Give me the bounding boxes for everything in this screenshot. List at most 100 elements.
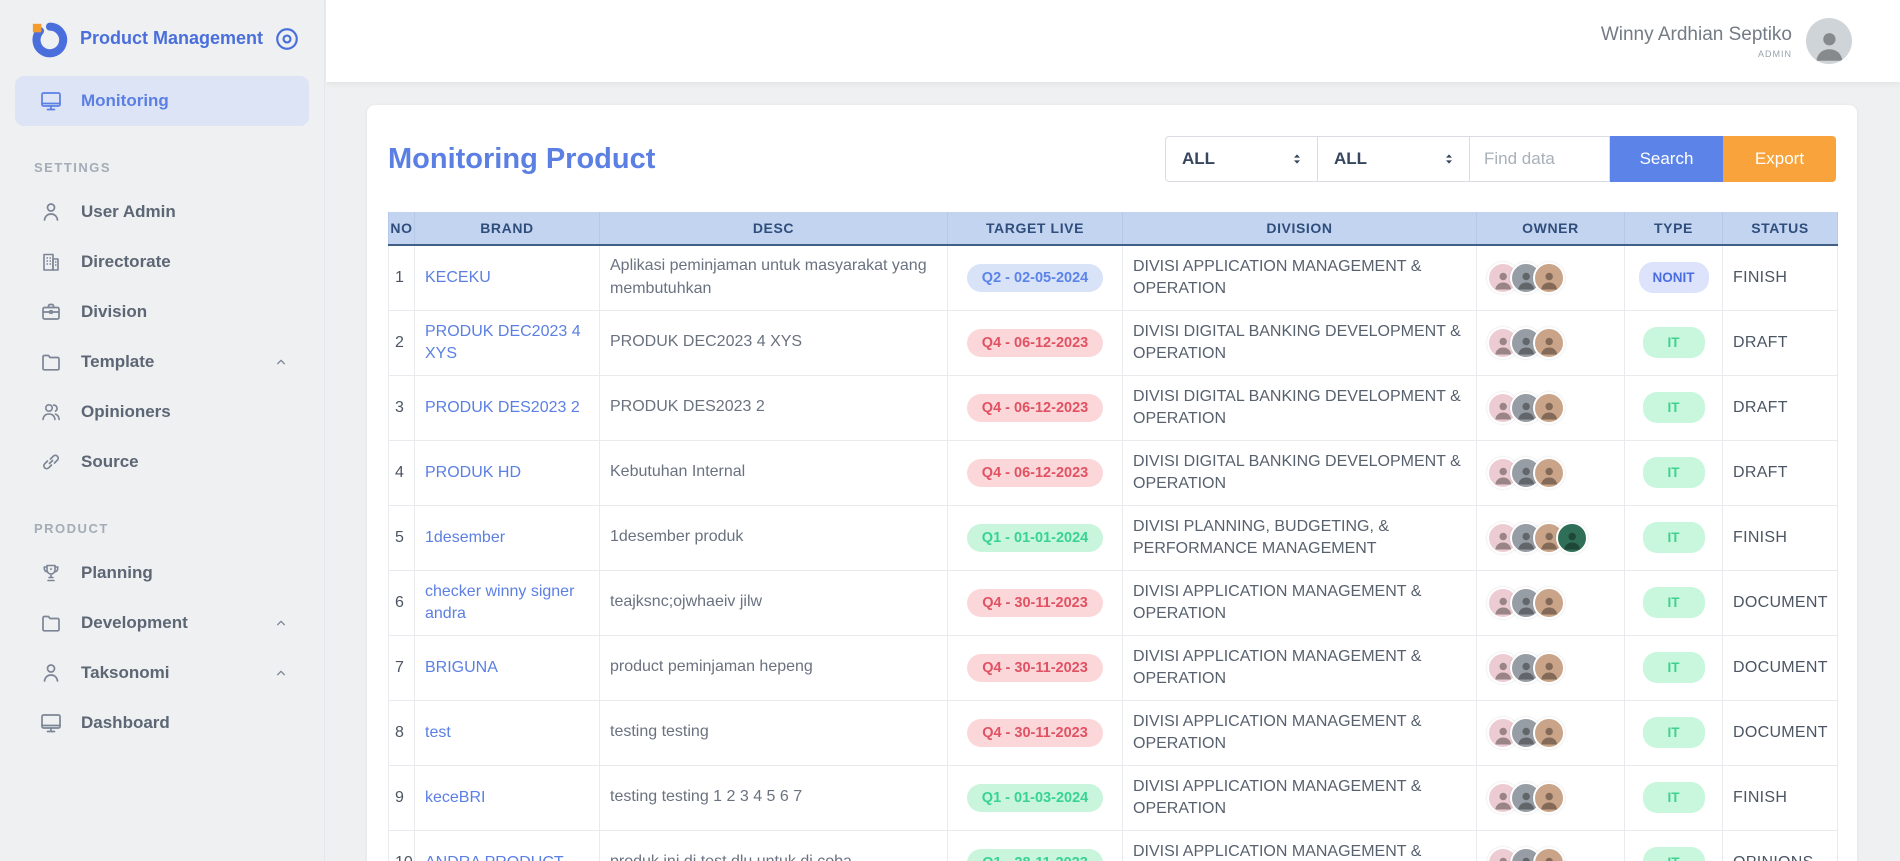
owner-avatar-group bbox=[1487, 846, 1614, 861]
select-arrows-icon bbox=[1289, 151, 1305, 167]
brand-link[interactable]: KECEKU bbox=[425, 268, 491, 286]
briefcase-icon bbox=[39, 300, 63, 324]
column-header-owner: OWNER bbox=[1476, 212, 1625, 246]
user-name: Winny Ardhian Septiko bbox=[1600, 23, 1792, 45]
owner-cell bbox=[1476, 309, 1625, 376]
type-cell: IT bbox=[1624, 634, 1723, 701]
owner-avatar bbox=[1556, 521, 1588, 554]
column-header-division: DIVISION bbox=[1122, 212, 1477, 246]
brand-cell: checker winny signer andra bbox=[414, 569, 600, 636]
user-role-badge: ADMIN bbox=[1758, 48, 1792, 59]
sidebar-item-planning[interactable]: Planning bbox=[15, 548, 309, 598]
brand-cell: KECEKU bbox=[414, 244, 600, 311]
type-badge: IT bbox=[1642, 457, 1705, 488]
brand-link[interactable]: BRIGUNA bbox=[425, 658, 498, 676]
brand-link[interactable]: PRODUK DEC2023 4 XYS bbox=[425, 322, 581, 362]
type-badge: IT bbox=[1642, 652, 1705, 683]
target-live-cell: Q2 - 02-05-2024 bbox=[947, 244, 1123, 311]
status-cell: DOCUMENT bbox=[1722, 699, 1838, 766]
brand-link[interactable]: checker winny signer andra bbox=[425, 582, 575, 622]
sidebar-item-directorate[interactable]: Directorate bbox=[15, 237, 309, 287]
status-cell: DOCUMENT bbox=[1722, 634, 1838, 701]
folder-icon bbox=[39, 611, 63, 635]
sidebar-section-label: SETTINGS bbox=[34, 160, 112, 175]
row-number-cell: 3 bbox=[388, 374, 415, 441]
division-cell: DIVISI APPLICATION MANAGEMENT & OPERATIO… bbox=[1122, 829, 1477, 861]
status-cell: FINISH bbox=[1722, 244, 1838, 311]
sidebar-item-label: Template bbox=[81, 352, 155, 371]
sidebar-toggle-icon[interactable] bbox=[274, 26, 300, 52]
trophy-icon bbox=[39, 561, 63, 585]
type-badge: IT bbox=[1642, 587, 1705, 618]
target-live-cell: Q4 - 30-11-2023 bbox=[947, 699, 1123, 766]
type-cell: IT bbox=[1624, 699, 1723, 766]
brand-link[interactable]: keceBRI bbox=[425, 788, 486, 806]
folder-icon bbox=[39, 350, 63, 374]
table-row: 10 ANDRA PRODUCT produk ini di test dlu un… bbox=[388, 829, 1838, 861]
target-live-badge: Q1 - 01-01-2024 bbox=[966, 523, 1104, 552]
search-input[interactable] bbox=[1469, 136, 1610, 182]
brand-cell: PRODUK DEC2023 4 XYS bbox=[414, 309, 600, 376]
sidebar-item-opinioners[interactable]: Opinioners bbox=[15, 387, 309, 437]
target-live-cell: Q4 - 30-11-2023 bbox=[947, 634, 1123, 701]
owner-cell bbox=[1476, 374, 1625, 441]
status-filter-select[interactable]: ALL bbox=[1317, 136, 1470, 182]
search-button[interactable]: Search bbox=[1610, 136, 1723, 182]
sidebar-item-development[interactable]: Development bbox=[15, 598, 309, 648]
monitor-icon bbox=[39, 89, 63, 113]
sidebar-item-label: Taksonomi bbox=[81, 663, 170, 682]
sidebar-item-dashboard[interactable]: Dashboard bbox=[15, 698, 309, 748]
table-row: 3 PRODUK DES2023 2 PRODUK DES2023 2 Q4 - 06… bbox=[388, 374, 1838, 441]
sidebar-sections: SETTINGS User Admin Directorate Division Tem… bbox=[0, 126, 324, 748]
sidebar-item-label: Monitoring bbox=[81, 91, 169, 110]
division-cell: DIVISI APPLICATION MANAGEMENT & OPERATIO… bbox=[1122, 569, 1477, 636]
target-live-badge: Q4 - 06-12-2023 bbox=[966, 393, 1104, 422]
sidebar-item-label: Dashboard bbox=[81, 713, 170, 732]
column-header-type: TYPE bbox=[1624, 212, 1723, 246]
owner-avatar-group bbox=[1487, 261, 1614, 294]
owner-avatar-group bbox=[1487, 326, 1614, 359]
target-live-badge: Q4 - 06-12-2023 bbox=[966, 328, 1104, 357]
table-row: 4 PRODUK HD Kebutuhan Internal Q4 - 06-12-2… bbox=[388, 439, 1838, 506]
owner-cell bbox=[1476, 764, 1625, 831]
type-filter-select[interactable]: ALL bbox=[1165, 136, 1318, 182]
select-arrows-icon bbox=[1441, 151, 1457, 167]
sidebar-item-template[interactable]: Template bbox=[15, 337, 309, 387]
type-cell: IT bbox=[1624, 439, 1723, 506]
owner-avatar bbox=[1533, 391, 1565, 424]
table-row: 6 checker winny signer andra teajksnc;ojwh… bbox=[388, 569, 1838, 636]
status-cell: DOCUMENT bbox=[1722, 569, 1838, 636]
description-cell: product peminjaman hepeng bbox=[599, 634, 948, 701]
owner-cell bbox=[1476, 504, 1625, 571]
sidebar-item-division[interactable]: Division bbox=[15, 287, 309, 337]
brand-link[interactable]: test bbox=[425, 723, 451, 741]
status-cell: DRAFT bbox=[1722, 439, 1838, 506]
description-cell: Aplikasi peminjaman untuk masyarakat yan… bbox=[599, 244, 948, 311]
sidebar-item-source[interactable]: Source bbox=[15, 437, 309, 487]
row-number-cell: 5 bbox=[388, 504, 415, 571]
sidebar-item-taksonomi[interactable]: Taksonomi bbox=[15, 648, 309, 698]
user-menu[interactable]: Winny Ardhian Septiko ADMIN bbox=[1601, 18, 1852, 64]
monitor-icon bbox=[39, 711, 63, 735]
sidebar-item-user-admin[interactable]: User Admin bbox=[15, 187, 309, 237]
sidebar-item-label: Opinioners bbox=[81, 402, 171, 421]
user-avatar bbox=[1806, 18, 1852, 64]
table-row: 5 1desember 1desember produk Q1 - 01-01-202… bbox=[388, 504, 1838, 571]
brand-link[interactable]: PRODUK HD bbox=[425, 463, 522, 481]
division-cell: DIVISI DIGITAL BANKING DEVELOPMENT & OPE… bbox=[1122, 374, 1477, 441]
owner-avatar-group bbox=[1487, 781, 1614, 814]
description-cell: produk ini di test dlu untuk di coba bbox=[599, 829, 948, 861]
brand-cell: keceBRI bbox=[414, 764, 600, 831]
owner-avatar-group bbox=[1487, 456, 1614, 489]
card-header: Monitoring Product ALL ALL Search Export bbox=[367, 105, 1857, 192]
brand-link[interactable]: ANDRA PRODUCT bbox=[425, 854, 564, 861]
sidebar-item-monitoring[interactable]: Monitoring bbox=[15, 76, 309, 126]
brand-link[interactable]: PRODUK DES2023 2 bbox=[425, 398, 580, 416]
brand-row: Product Management bbox=[0, 0, 324, 76]
brand-cell: test bbox=[414, 699, 600, 766]
brand-link[interactable]: 1desember bbox=[425, 528, 506, 546]
export-button[interactable]: Export bbox=[1723, 136, 1836, 182]
target-live-badge: Q1 - 28-11-2023 bbox=[967, 848, 1103, 861]
target-live-cell: Q4 - 06-12-2023 bbox=[947, 309, 1123, 376]
row-number-cell: 8 bbox=[388, 699, 415, 766]
